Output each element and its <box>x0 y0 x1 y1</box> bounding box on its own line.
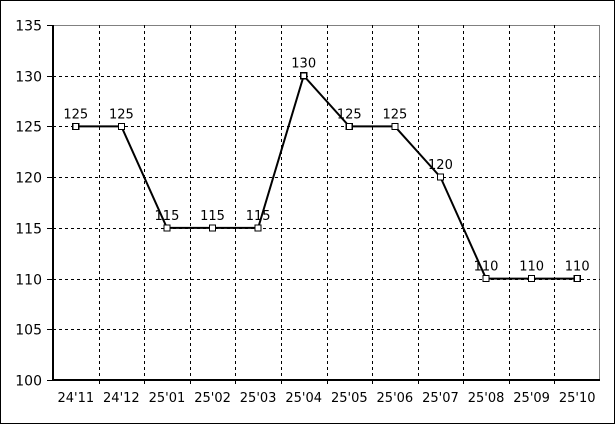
value-label: 125 <box>109 107 134 122</box>
x-axis-label: 25'07 <box>422 391 459 406</box>
y-axis-label: 115 <box>15 222 42 238</box>
y-axis-label: 135 <box>15 19 42 35</box>
data-point-marker <box>117 122 125 131</box>
data-point-marker <box>163 224 171 232</box>
data-point-marker <box>345 122 353 131</box>
value-label: 115 <box>155 209 180 224</box>
y-axis-label: 120 <box>15 171 42 187</box>
x-axis-label: 25'02 <box>194 391 231 406</box>
data-line <box>75 73 578 280</box>
data-point-marker <box>528 274 536 283</box>
x-axis-label: 24'12 <box>103 391 140 406</box>
x-axis-label: 25'03 <box>240 391 277 406</box>
data-point-marker <box>482 274 490 283</box>
y-axis-label: 125 <box>15 120 42 136</box>
y-axis-label: 100 <box>15 374 42 390</box>
y-axis-label: 105 <box>15 323 42 339</box>
y-axis-label: 130 <box>15 70 42 86</box>
value-label: 130 <box>291 57 316 72</box>
x-axis-label: 25'10 <box>559 391 596 406</box>
data-point-marker <box>72 122 80 131</box>
value-label: 125 <box>337 107 362 122</box>
x-axis-label: 25'01 <box>149 391 186 406</box>
value-label: 115 <box>200 209 225 224</box>
value-label: 125 <box>63 107 88 122</box>
value-label: 125 <box>382 107 407 122</box>
data-point-marker <box>254 224 262 232</box>
data-point-marker <box>208 224 217 232</box>
x-axis-label: 24'11 <box>57 391 94 406</box>
data-point-marker <box>391 122 399 131</box>
data-point-marker <box>573 274 581 283</box>
value-label: 115 <box>246 209 271 224</box>
x-axis-label: 25'06 <box>377 391 414 406</box>
data-point-marker <box>436 173 445 181</box>
x-axis-label: 25'04 <box>285 391 322 406</box>
value-label: 120 <box>428 158 453 173</box>
x-axis-label: 25'09 <box>513 391 550 406</box>
value-label: 110 <box>474 260 499 275</box>
x-axis-label: 25'05 <box>331 391 368 406</box>
y-axis-label: 110 <box>15 273 42 289</box>
x-axis-label: 25'08 <box>468 391 505 406</box>
value-label: 110 <box>565 260 590 275</box>
data-point-marker <box>300 72 308 80</box>
value-label: 110 <box>519 260 544 275</box>
